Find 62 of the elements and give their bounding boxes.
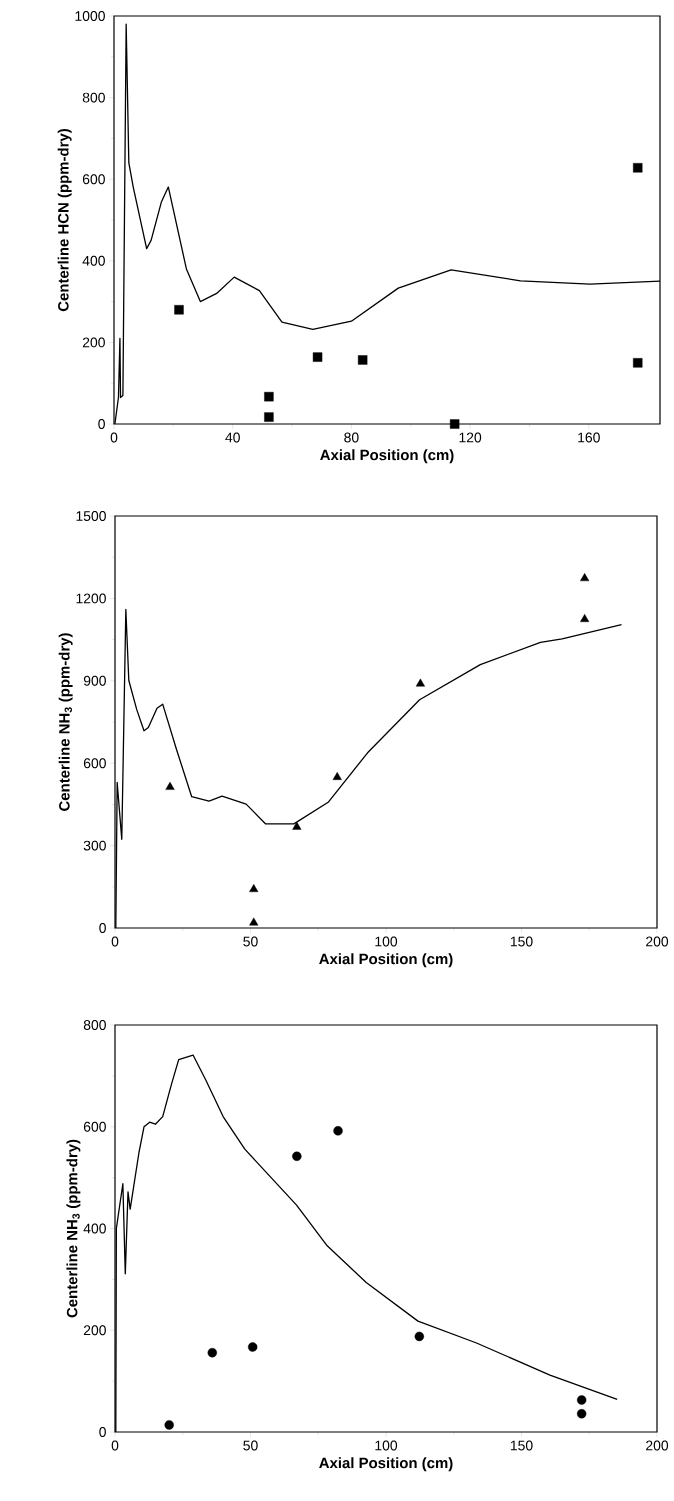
y-tick-label: 600 xyxy=(83,1121,106,1132)
x-tick-label: 40 xyxy=(225,432,240,443)
point xyxy=(333,1126,343,1136)
y-tick-label: 1000 xyxy=(75,11,105,21)
x-tick-label: 0 xyxy=(111,936,119,947)
point xyxy=(576,1409,587,1419)
y-axis-title: Centerline NH$_{3}$ (ppm-dry) xyxy=(58,633,73,811)
y-tick-label: 600 xyxy=(83,758,106,769)
y-tick-label: 200 xyxy=(83,1325,106,1336)
point xyxy=(449,419,460,429)
point xyxy=(633,358,643,368)
point xyxy=(576,1395,587,1405)
y-tick-label: 0 xyxy=(98,419,105,429)
point xyxy=(207,1347,217,1358)
point xyxy=(264,412,274,422)
x-tick-label: 150 xyxy=(510,1440,533,1451)
y-tick-label: 200 xyxy=(82,337,105,348)
point xyxy=(249,917,259,926)
y-tick-label: 1200 xyxy=(76,593,106,604)
x-tick-label: 200 xyxy=(646,936,669,947)
x-tick-label: 50 xyxy=(243,1440,258,1451)
point xyxy=(292,821,302,830)
point xyxy=(247,1342,258,1352)
point xyxy=(174,305,184,315)
y-tick-label: 400 xyxy=(82,255,105,266)
x-tick-label: 100 xyxy=(375,936,398,947)
x-tick-label: 80 xyxy=(344,432,359,443)
point xyxy=(580,614,590,622)
x-tick-label: 160 xyxy=(578,432,600,443)
y-tick-label: 600 xyxy=(82,174,105,185)
x-axis-title: Axial Position (cm) xyxy=(319,953,453,968)
point xyxy=(264,391,274,402)
point xyxy=(633,163,643,173)
x-tick-label: 0 xyxy=(110,432,118,443)
point xyxy=(580,573,590,582)
y-tick-label: 400 xyxy=(83,1223,106,1234)
x-axis-title: Axial Position (cm) xyxy=(319,1457,453,1472)
x-tick-label: 100 xyxy=(375,1440,398,1451)
point xyxy=(414,1331,425,1342)
x-tick-label: 150 xyxy=(510,936,533,947)
x-tick-label: 50 xyxy=(243,936,258,947)
x-tick-label: 0 xyxy=(111,1440,119,1451)
y-axis-title: Centerline HCN (ppm-dry) xyxy=(57,129,72,312)
point xyxy=(249,884,259,892)
point xyxy=(292,1151,302,1161)
x-tick-label: 120 xyxy=(459,432,482,443)
y-tick-label: 1500 xyxy=(76,511,106,521)
point xyxy=(415,678,425,687)
y-tick-label: 800 xyxy=(82,92,105,103)
point xyxy=(165,781,175,790)
point xyxy=(332,772,342,780)
y-tick-label: 800 xyxy=(83,1020,106,1030)
point xyxy=(312,352,323,362)
y-axis-title: Centerline NH$_{3}$ (ppm-dry) xyxy=(66,1139,81,1318)
y-tick-label: 0 xyxy=(99,1427,106,1437)
x-tick-label: 200 xyxy=(646,1440,669,1451)
point xyxy=(164,1420,174,1430)
y-tick-label: 0 xyxy=(99,923,106,933)
x-axis-title: Axial Position (cm) xyxy=(320,449,454,464)
point xyxy=(357,355,368,365)
y-tick-label: 900 xyxy=(83,675,106,686)
y-tick-label: 300 xyxy=(83,840,106,851)
